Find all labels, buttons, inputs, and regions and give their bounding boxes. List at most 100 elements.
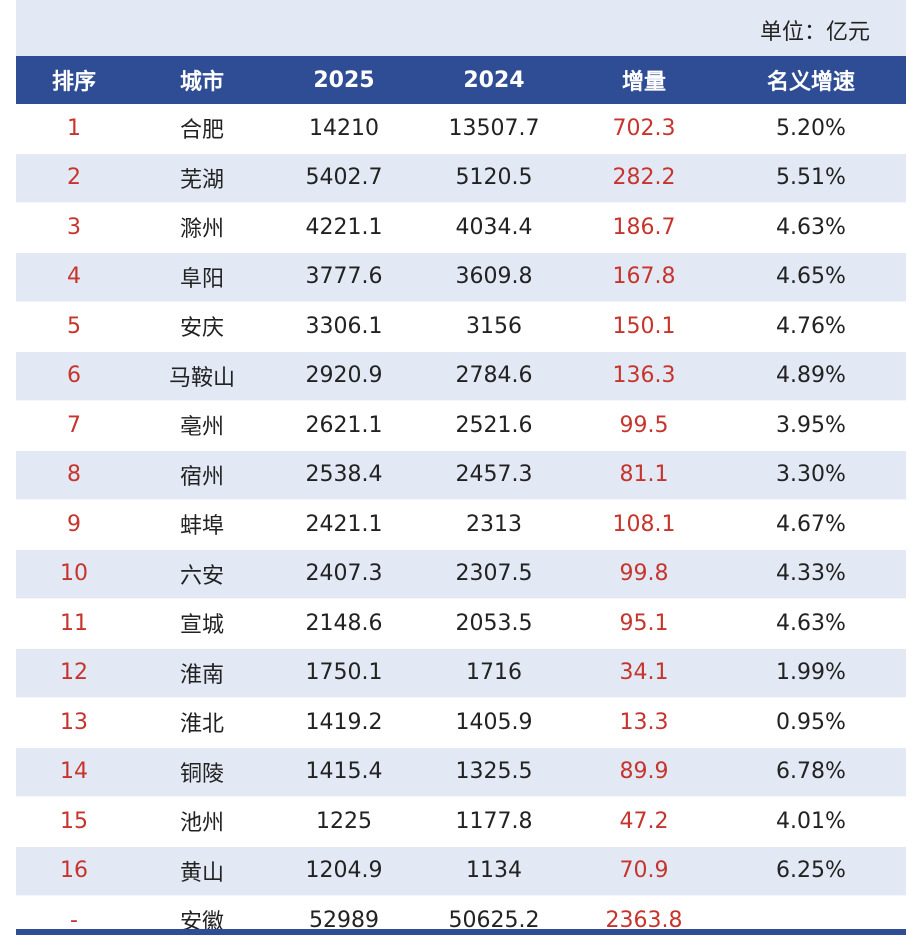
cell-2024: 2457.3 [455,462,533,488]
cell-city: 滁州 [179,217,224,243]
cell-city: 芜湖 [179,167,224,193]
cell-growth: 4.33% [776,561,846,587]
cell-2025: 3777.6 [305,264,383,290]
cell-increase: 282.2 [612,165,676,191]
cell-2024: 2313 [466,511,522,537]
cell-2025: 1419.2 [305,709,383,735]
table-row: 14 铜陵 1415.4 1325.5 89.9 6.78% [16,747,906,797]
cell-increase: 702.3 [612,115,676,141]
cell-growth: 0.95% [776,709,846,735]
cell-increase: 99.5 [619,412,669,438]
cell-growth: 5.51% [776,165,846,191]
cell-rank: - [70,907,78,933]
cell-increase: 167.8 [612,264,676,290]
cell-2025: 1750.1 [305,660,383,686]
cell-city: 阜阳 [179,266,224,292]
cell-increase: 186.7 [612,214,676,240]
cell-rank: 4 [67,264,81,290]
cell-rank: 10 [60,561,88,587]
cell-increase: 99.8 [619,561,669,587]
cell-2024: 1177.8 [455,808,533,834]
gdp-table-page: 单位：亿元 排序 城市 2025 2024 增量 名义增速 1 合肥 14210 13… [16,0,906,946]
cell-city: 马鞍山 [168,365,235,391]
cell-2024: 1134 [466,858,522,884]
cell-2024: 2521.6 [455,412,533,438]
cell-2025: 2920.9 [305,363,383,389]
cell-2024: 50625.2 [448,907,540,933]
unit-label: 单位：亿元 [759,20,870,45]
cell-2025: 1225 [316,808,372,834]
cell-2025: 2407.3 [305,561,383,587]
cell-2024: 1716 [466,660,522,686]
table-row: 5 安庆 3306.1 3156 150.1 4.76% [16,302,906,352]
cell-2025: 3306.1 [305,313,383,339]
cell-increase: 150.1 [612,313,676,339]
cell-rank: 5 [67,313,81,339]
cell-city: 安庆 [179,316,224,342]
header-increase: 增量 [621,70,666,95]
table-row: 12 淮南 1750.1 1716 34.1 1.99% [16,648,906,698]
cell-city: 池州 [179,811,224,837]
cell-city: 淮北 [179,712,224,738]
cell-city: 宣城 [179,613,224,639]
cell-city: 铜陵 [179,761,224,787]
cell-2025: 4221.1 [305,214,383,240]
cell-growth: 5.20% [776,115,846,141]
cell-city: 宿州 [179,464,224,490]
cell-2024: 13507.7 [448,115,540,141]
cell-2025: 2621.1 [305,412,383,438]
cell-2025: 2148.6 [305,610,383,636]
table-row: 11 宣城 2148.6 2053.5 95.1 4.63% [16,599,906,649]
cell-growth: 3.95% [776,412,846,438]
table-row: 15 池州 1225 1177.8 47.2 4.01% [16,797,906,847]
cell-growth: 4.76% [776,313,846,339]
table-row: 2 芜湖 5402.7 5120.5 282.2 5.51% [16,153,906,203]
cell-rank: 12 [60,660,88,686]
cell-growth: 4.67% [776,511,846,537]
cell-2025: 1204.9 [305,858,383,884]
cell-2024: 3156 [466,313,522,339]
cell-increase: 70.9 [619,858,669,884]
cell-city: 六安 [179,563,224,589]
cell-rank: 1 [67,115,81,141]
cell-increase: 95.1 [619,610,669,636]
cell-growth: 4.89% [776,363,846,389]
cell-growth: 1.99% [776,660,846,686]
cell-increase: 136.3 [612,363,676,389]
table-row: 16 黄山 1204.9 1134 70.9 6.25% [16,846,906,896]
cell-2024: 2307.5 [455,561,533,587]
cell-growth: 4.01% [776,808,846,834]
cell-2024: 2784.6 [455,363,533,389]
cell-2024: 5120.5 [455,165,533,191]
table-row: 13 淮北 1419.2 1405.9 13.3 0.95% [16,698,906,748]
table-row: 7 亳州 2621.1 2521.6 99.5 3.95% [16,401,906,451]
cell-rank: 11 [60,610,88,636]
cell-growth: 6.25% [776,858,846,884]
cell-increase: 34.1 [619,660,669,686]
cell-city: 合肥 [179,118,224,144]
cell-2025: 5402.7 [305,165,383,191]
cell-2025: 14210 [309,115,379,141]
cell-growth: 3.30% [776,462,846,488]
cell-increase: 47.2 [619,808,669,834]
unit-bar: 单位：亿元 [16,0,906,56]
cell-2025: 2538.4 [305,462,383,488]
cell-city: 安徽 [179,910,224,936]
table-row: 9 蚌埠 2421.1 2313 108.1 4.67% [16,500,906,550]
cell-2025: 2421.1 [305,511,383,537]
table-row: 4 阜阳 3777.6 3609.8 167.8 4.65% [16,252,906,302]
cell-growth: 4.63% [776,610,846,636]
header-2024: 2024 [463,67,525,93]
cell-increase: 108.1 [612,511,676,537]
table-row: 6 马鞍山 2920.9 2784.6 136.3 4.89% [16,351,906,401]
table-row: 8 宿州 2538.4 2457.3 81.1 3.30% [16,450,906,500]
cell-rank: 16 [60,858,88,884]
cell-rank: 6 [67,363,81,389]
header-growth: 名义增速 [766,70,855,95]
cell-2024: 1325.5 [455,759,533,785]
cell-rank: 15 [60,808,88,834]
cell-rank: 2 [67,165,81,191]
bottom-rule [16,929,906,935]
cell-increase: 13.3 [619,709,669,735]
cell-city: 黄山 [179,860,224,886]
